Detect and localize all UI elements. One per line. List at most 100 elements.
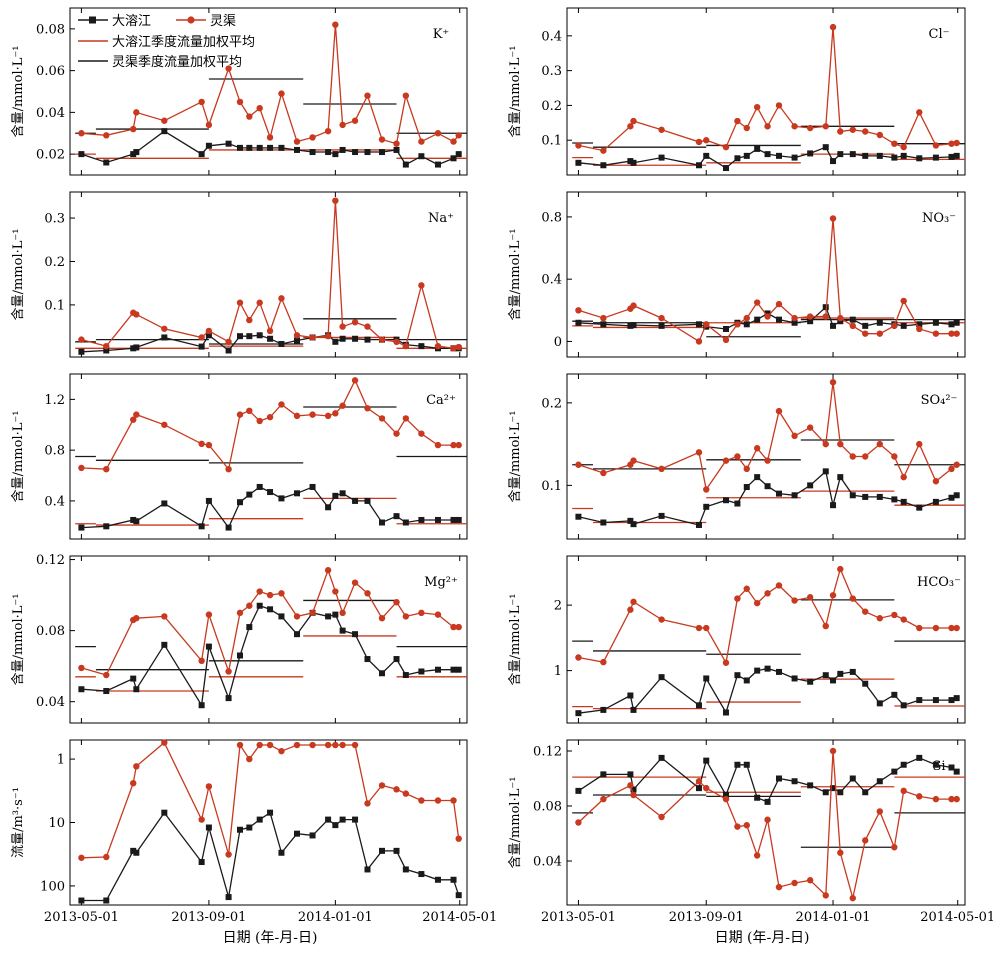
marker-dz-HCO3 — [791, 675, 798, 682]
marker-lq-NO3 — [764, 313, 771, 320]
panel-label-K: K⁺ — [433, 27, 450, 42]
marker-lq-Ca — [225, 465, 232, 473]
marker-lq-Q — [246, 755, 253, 763]
y-tick-label-Si: 0.04 — [533, 855, 562, 870]
marker-lq-Si — [900, 787, 907, 795]
marker-lq-Mg — [339, 609, 346, 617]
y-tick-label-HCO3: 2 — [554, 599, 562, 614]
marker-dz-NO3 — [849, 316, 856, 323]
marker-lq-HCO3 — [900, 616, 907, 623]
marker-lq-SO4 — [806, 424, 814, 431]
marker-lq-Si — [916, 793, 923, 800]
marker-dz-HCO3 — [600, 706, 607, 713]
marker-dz-HCO3 — [630, 706, 637, 713]
marker-lq-K — [103, 132, 110, 139]
marker-dz-SO4 — [822, 468, 829, 475]
marker-lq-SO4 — [953, 461, 960, 468]
panel-label-Ca: Ca²⁺ — [426, 393, 456, 408]
marker-lq-Q — [351, 741, 359, 749]
marker-dz-Cl — [862, 152, 869, 159]
marker-lq-K — [256, 105, 263, 112]
marker-lq-Q — [278, 747, 285, 755]
marker-lq-Si — [627, 782, 634, 789]
marker-dz-Si — [891, 768, 898, 775]
y-tick-label-Mg: 0.08 — [36, 624, 65, 639]
x-tick-label: 2013-05-01 — [541, 910, 616, 925]
marker-dz-SO4 — [775, 490, 782, 497]
marker-lq-HCO3 — [722, 659, 730, 666]
marker-lq-Cl — [695, 138, 703, 146]
marker-lq-Ca — [266, 413, 274, 421]
marker-dz-HCO3 — [807, 678, 814, 685]
panel-label-Mg: Mg²⁺ — [424, 575, 458, 590]
marker-lq-Cl — [862, 128, 869, 135]
y-axis-title-Q: 流量/m³·s⁻¹ — [11, 787, 26, 858]
marker-dz-K — [393, 146, 400, 153]
marker-lq-K — [418, 138, 425, 145]
marker-dz-K — [278, 144, 285, 151]
marker-dz-SO4 — [658, 512, 665, 519]
marker-dz-Cl — [722, 165, 729, 172]
marker-lq-Si — [658, 813, 665, 821]
marker-dz-Ca — [278, 495, 285, 502]
marker-lq-Si — [822, 892, 829, 899]
marker-dz-Q — [364, 866, 371, 873]
panel-SO4: 0.1 0.2 含量/mmol·L⁻¹ SO₄²⁻ — [507, 373, 966, 540]
marker-dz-Ca — [455, 516, 462, 523]
marker-lq-Mg — [450, 623, 457, 631]
marker-lq-Mg — [78, 664, 85, 672]
marker-lq-K — [78, 130, 85, 137]
panel-Mg: 0.04 0.08 0.12 含量/mmol·L⁻¹ Mg²⁺ — [10, 553, 468, 724]
y-tick-label-Cl: 0.1 — [541, 134, 562, 149]
marker-dz-Na — [161, 334, 168, 341]
marker-lq-NO3 — [953, 330, 960, 337]
y-tick-label-Q: 100 — [40, 879, 65, 894]
marker-dz-NO3 — [627, 322, 634, 329]
marker-dz-Mg — [198, 702, 205, 709]
marker-lq-Q — [256, 741, 263, 749]
marker-dz-Na — [103, 347, 110, 354]
marker-dz-Mg — [256, 602, 263, 609]
marker-dz-Na — [364, 336, 371, 343]
marker-lq-K — [364, 92, 371, 99]
marker-lq-Q — [393, 786, 400, 793]
marker-lq-HCO3 — [743, 585, 750, 592]
marker-dz-Ca — [198, 523, 205, 530]
marker-lq-Na — [324, 332, 332, 340]
x-tick-label: 2014-01-01 — [796, 910, 871, 925]
marker-lq-NO3 — [876, 330, 883, 337]
marker-lq-SO4 — [822, 440, 829, 448]
marker-dz-Q — [434, 876, 441, 883]
marker-lq-Ca — [332, 410, 339, 417]
marker-dz-Mg — [325, 613, 332, 620]
marker-dz-Q — [78, 897, 85, 904]
marker-lq-Ca — [293, 412, 301, 420]
marker-lq-Na — [103, 342, 110, 350]
marker-dz-SO4 — [703, 503, 710, 510]
marker-dz-K — [339, 146, 346, 153]
legend-label-lq: 灵渠 — [210, 14, 236, 29]
marker-dz-Cl — [734, 155, 741, 162]
marker-dz-SO4 — [876, 493, 883, 500]
marker-dz-Q — [130, 847, 137, 854]
marker-dz-Ca — [364, 497, 371, 504]
marker-lq-Q — [332, 741, 339, 749]
y-tick-label-Ca: 1.2 — [44, 393, 65, 408]
marker-dz-Ca — [418, 516, 425, 523]
marker-dz-Mg — [434, 666, 441, 673]
marker-lq-Si — [891, 844, 898, 851]
marker-lq-NO3 — [743, 314, 750, 322]
marker-lq-HCO3 — [948, 624, 955, 632]
marker-dz-Cl — [849, 151, 856, 158]
marker-lq-Mg — [455, 623, 462, 631]
marker-lq-Na — [198, 334, 205, 341]
marker-lq-Ca — [78, 464, 85, 472]
marker-dz-Mg — [205, 643, 212, 650]
marker-lq-Cl — [722, 143, 730, 151]
marker-dz-Mg — [339, 627, 346, 634]
marker-dz-Si — [734, 761, 741, 768]
marker-lq-Na — [266, 327, 274, 335]
marker-dz-HCO3 — [822, 672, 829, 679]
marker-lq-Si — [862, 837, 869, 844]
marker-dz-Ca — [309, 483, 316, 490]
